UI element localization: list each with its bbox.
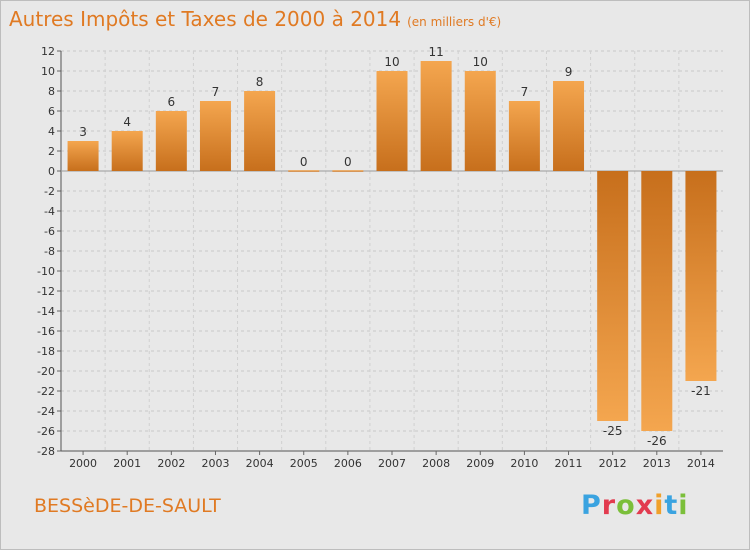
bar-2001 bbox=[111, 131, 143, 171]
y-tick-label: 10 bbox=[41, 65, 55, 78]
x-tick-label: 2004 bbox=[246, 457, 274, 470]
y-tick-label: -18 bbox=[37, 345, 55, 358]
bar-2005 bbox=[288, 170, 320, 172]
x-tick-label: 2005 bbox=[290, 457, 318, 470]
x-tick-label: 2009 bbox=[466, 457, 494, 470]
y-tick-label: -4 bbox=[44, 205, 55, 218]
proxiti-logo: Proxiti bbox=[581, 490, 689, 521]
y-tick-label: -16 bbox=[37, 325, 55, 338]
y-tick-label: 12 bbox=[41, 45, 55, 58]
value-label: -21 bbox=[691, 384, 711, 398]
x-tick-label: 2002 bbox=[157, 457, 185, 470]
value-label: 10 bbox=[384, 55, 399, 69]
value-label: 6 bbox=[168, 95, 176, 109]
y-tick-label: -28 bbox=[37, 445, 55, 458]
bar-2007 bbox=[376, 71, 408, 171]
y-tick-label: 0 bbox=[48, 165, 55, 178]
value-label: 10 bbox=[473, 55, 488, 69]
value-label: 7 bbox=[521, 85, 529, 99]
y-tick-label: -8 bbox=[44, 245, 55, 258]
x-tick-label: 2011 bbox=[555, 457, 583, 470]
chart-title-text: Autres Impôts et Taxes de 2000 à 2014 bbox=[9, 7, 402, 31]
x-tick-label: 2007 bbox=[378, 457, 406, 470]
bar-2000 bbox=[67, 141, 99, 171]
value-label: 9 bbox=[565, 65, 573, 79]
y-tick-label: -6 bbox=[44, 225, 55, 238]
x-tick-label: 2012 bbox=[599, 457, 627, 470]
value-label: 3 bbox=[79, 125, 87, 139]
y-tick-label: -20 bbox=[37, 365, 55, 378]
x-tick-label: 2000 bbox=[69, 457, 97, 470]
labels: 12 10 8 6 4 2 0 -2 -4 -6 -8 -10 -12 -14 -16 -18 -20 -22 -2… bbox=[37, 45, 715, 470]
y-tick-label: -26 bbox=[37, 425, 55, 438]
bar-2003 bbox=[199, 101, 231, 171]
value-label: -26 bbox=[647, 434, 667, 448]
chart-subtitle: (en milliers d'€) bbox=[407, 15, 502, 29]
value-label: 8 bbox=[256, 75, 264, 89]
bar-2009 bbox=[464, 71, 496, 171]
y-tick-label: 4 bbox=[48, 125, 55, 138]
y-tick-label: -2 bbox=[44, 185, 55, 198]
x-tick-label: 2013 bbox=[643, 457, 671, 470]
bar-2014 bbox=[685, 171, 717, 381]
y-tick-label: -14 bbox=[37, 305, 55, 318]
chart-title: Autres Impôts et Taxes de 2000 à 2014 (en… bbox=[9, 7, 501, 31]
x-tick-label: 2003 bbox=[201, 457, 229, 470]
bar-2013 bbox=[641, 171, 673, 431]
value-label: 0 bbox=[344, 155, 352, 169]
y-tick-label: -22 bbox=[37, 385, 55, 398]
commune-name: BESSèDE-DE-SAULT bbox=[34, 495, 221, 517]
bar-2012 bbox=[597, 171, 629, 421]
y-tick-label: -24 bbox=[37, 405, 55, 418]
bar-2010 bbox=[508, 101, 540, 171]
value-label: 0 bbox=[300, 155, 308, 169]
y-tick-label: 6 bbox=[48, 105, 55, 118]
x-tick-label: 2008 bbox=[422, 457, 450, 470]
bars bbox=[67, 61, 717, 431]
x-tick-label: 2006 bbox=[334, 457, 362, 470]
y-tick-label: 2 bbox=[48, 145, 55, 158]
x-tick-label: 2001 bbox=[113, 457, 141, 470]
y-tick-label: 8 bbox=[48, 85, 55, 98]
value-label: 4 bbox=[123, 115, 131, 129]
bar-2008 bbox=[420, 61, 452, 171]
x-tick-label: 2010 bbox=[510, 457, 538, 470]
bar-2002 bbox=[155, 111, 187, 171]
bar-2011 bbox=[553, 81, 585, 171]
grid-lines bbox=[61, 50, 723, 452]
value-label: 7 bbox=[212, 85, 220, 99]
value-label: 11 bbox=[428, 45, 443, 59]
y-tick-label: -10 bbox=[37, 265, 55, 278]
bar-2006 bbox=[332, 170, 364, 172]
y-tick-label: -12 bbox=[37, 285, 55, 298]
x-tick-label: 2014 bbox=[687, 457, 715, 470]
value-label: -25 bbox=[603, 424, 623, 438]
bar-2004 bbox=[244, 91, 276, 171]
